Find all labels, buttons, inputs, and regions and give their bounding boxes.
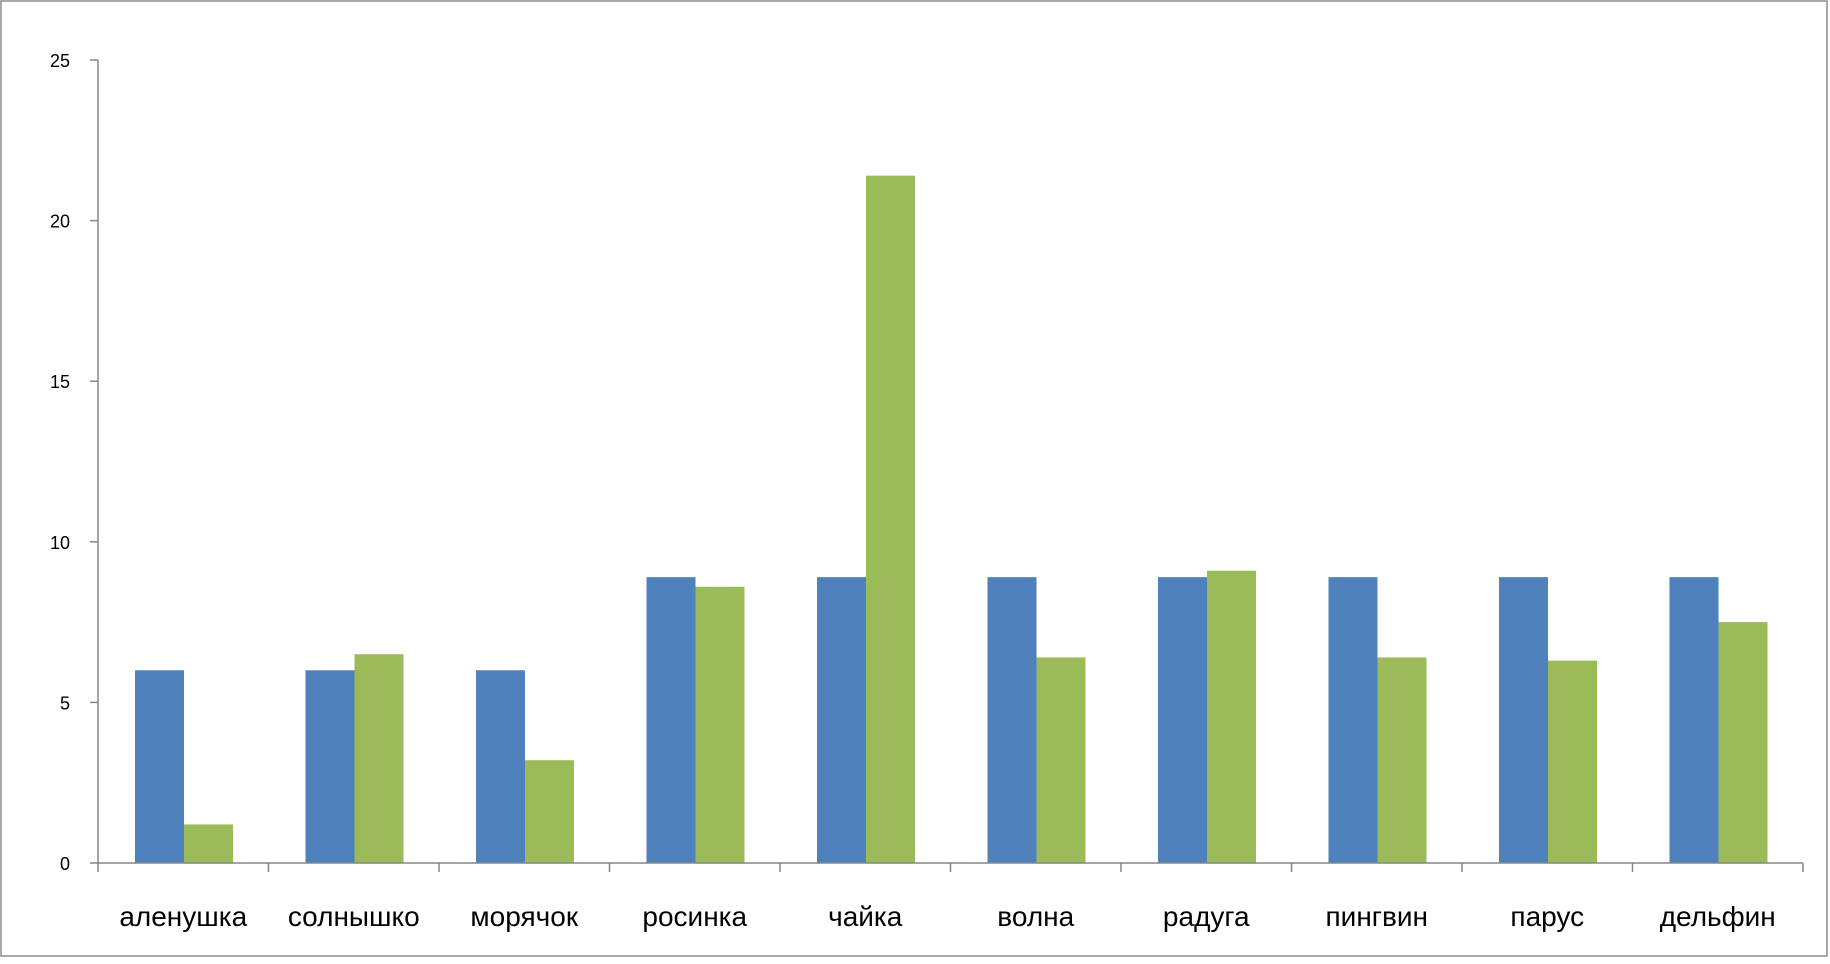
bar-series-1-6: [987, 577, 1037, 863]
y-tick-label: 5: [60, 693, 70, 713]
bars-layer: [135, 175, 1768, 863]
bar-series-1-7: [1158, 577, 1207, 863]
bar-series-1-8: [1328, 577, 1378, 863]
bar-series-2-6: [1036, 657, 1086, 863]
x-tick-label: чайка: [828, 901, 903, 932]
y-tick-label: 25: [50, 51, 70, 71]
bar-series-2-4: [695, 586, 745, 863]
bar-series-2-2: [354, 654, 404, 863]
bar-series-1-10: [1669, 577, 1719, 863]
bar-series-2-1: [184, 824, 233, 863]
bar-series-2-9: [1548, 660, 1597, 863]
x-tick-label: парус: [1510, 901, 1584, 932]
y-tick-label: 15: [50, 372, 70, 392]
bar-series-2-5: [866, 175, 915, 863]
bar-series-2-7: [1207, 570, 1256, 863]
x-tick-label: пингвин: [1326, 901, 1428, 932]
bar-series-1-2: [305, 670, 355, 863]
bar-series-2-10: [1718, 622, 1768, 863]
x-axis: аленушка солнышко морячок росинка чайка волна…: [97, 863, 1804, 932]
y-tick-label: 20: [50, 212, 70, 232]
bar-series-1-9: [1499, 577, 1548, 863]
bar-series-1-3: [476, 670, 525, 863]
bar-series-1-1: [135, 670, 184, 863]
x-tick-label: солнышко: [288, 901, 420, 932]
bar-series-2-3: [525, 760, 574, 863]
x-tick-label: радуга: [1163, 901, 1250, 932]
y-tick-label: 10: [50, 533, 70, 553]
x-tick-label: морячок: [470, 901, 578, 932]
bar-series-2-8: [1377, 657, 1427, 863]
x-tick-label: волна: [997, 901, 1074, 932]
bar-series-1-5: [817, 577, 866, 863]
x-tick-label: дельфин: [1660, 901, 1776, 932]
x-tick-label: аленушка: [119, 901, 247, 932]
x-tick-label: росинка: [642, 901, 747, 932]
y-tick-label: 0: [60, 854, 70, 874]
y-axis: 0 5 10 15 20 25: [50, 51, 98, 874]
bar-series-1-4: [646, 577, 696, 863]
